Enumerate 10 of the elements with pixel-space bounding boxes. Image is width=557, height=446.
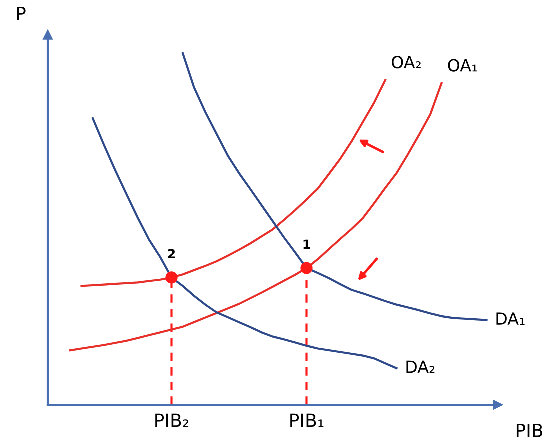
annotation: 2 — [168, 249, 176, 258]
series-label: OA₂ — [392, 56, 421, 69]
x-tick-label: PIB₂ — [156, 414, 189, 428]
x-axis-title: PIB — [516, 424, 543, 438]
series-label: DA₁ — [496, 312, 525, 325]
annotation: 1 — [304, 240, 310, 249]
y-axis-title: P — [17, 6, 26, 20]
series-label: DA₂ — [406, 360, 435, 374]
x-tick-label: PIB₁ — [290, 414, 324, 428]
series-label: OA₁ — [448, 59, 478, 72]
